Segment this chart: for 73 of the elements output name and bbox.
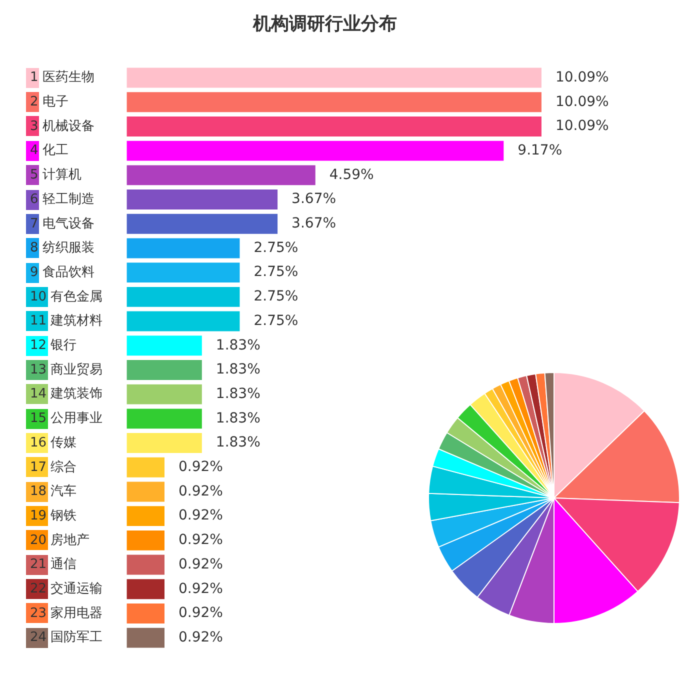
data-label: 0.92% <box>178 605 223 622</box>
bar <box>126 140 504 161</box>
bar <box>126 482 164 502</box>
data-label: 2.75% <box>254 312 298 329</box>
data-label: 1.83% <box>216 386 260 402</box>
bar <box>126 554 164 575</box>
data-label: 0.92% <box>178 556 223 572</box>
data-label: 9.17% <box>518 142 562 158</box>
y-tick-label: 19 钢铁 <box>30 508 77 524</box>
y-tick-label: 15 公用事业 <box>30 411 103 426</box>
y-tick-label: 3 机械设备 <box>30 118 94 134</box>
data-label: 2.75% <box>254 264 298 280</box>
bar <box>126 165 316 186</box>
data-label: 2.75% <box>254 240 298 256</box>
data-label: 3.67% <box>292 216 336 232</box>
bar <box>126 384 202 404</box>
y-tick-label: 2 电子 <box>30 94 68 110</box>
y-tick-label: 16 传媒 <box>30 435 77 450</box>
bar <box>126 433 202 454</box>
data-label: 0.92% <box>178 532 223 548</box>
bar <box>126 262 240 283</box>
y-tick-label: 20 房地产 <box>30 532 90 548</box>
y-tick-label: 13 商业贸易 <box>30 362 103 378</box>
y-tick-label: 17 综合 <box>30 460 77 475</box>
bar <box>126 286 240 307</box>
data-label: 3.67% <box>292 191 336 208</box>
bar <box>126 530 164 550</box>
bar <box>126 311 240 332</box>
bar <box>126 68 542 88</box>
data-label: 0.92% <box>178 459 223 476</box>
data-label: 1.83% <box>216 434 260 451</box>
y-tick-label: 24 国防军工 <box>30 630 103 646</box>
y-tick-label: 5 计算机 <box>30 168 82 183</box>
y-tick-label: 18 汽车 <box>30 484 77 500</box>
bar <box>126 603 164 624</box>
y-tick-label: 4 化工 <box>30 143 68 158</box>
chart-title: 机构调研行业分布 <box>252 13 397 34</box>
y-tick-label: 7 电气设备 <box>30 216 94 232</box>
y-tick-label: 12 银行 <box>30 338 77 353</box>
data-label: 0.92% <box>178 580 223 597</box>
bar <box>126 190 278 210</box>
data-label: 2.75% <box>254 288 298 305</box>
data-label: 0.92% <box>178 508 223 524</box>
y-tick-label: 21 通信 <box>30 557 77 572</box>
data-label: 1.83% <box>216 337 260 354</box>
data-label: 1.83% <box>216 410 260 426</box>
data-label: 4.59% <box>329 166 374 183</box>
bar <box>126 360 202 380</box>
data-label: 0.92% <box>178 483 223 500</box>
y-tick-label: 6 轻工制造 <box>30 192 94 207</box>
y-tick-label: 22 交通运输 <box>30 580 103 596</box>
y-tick-label: 9 食品饮料 <box>30 264 94 280</box>
bar <box>126 506 164 526</box>
y-tick-label: 11 建筑材料 <box>30 314 103 329</box>
bar <box>126 579 164 600</box>
data-label: 10.09% <box>555 94 609 110</box>
bar <box>126 214 278 234</box>
bar <box>126 408 202 429</box>
y-tick-label: 8 纺织服装 <box>30 240 94 256</box>
bar <box>126 116 542 136</box>
data-label: 10.09% <box>555 118 609 134</box>
bar <box>126 92 542 112</box>
y-tick-label: 14 建筑装饰 <box>30 386 103 402</box>
bar <box>126 238 240 258</box>
bar <box>126 457 164 478</box>
bar <box>126 628 164 648</box>
data-label: 10.09% <box>555 69 609 86</box>
y-tick-label: 10 有色金属 <box>30 289 103 304</box>
y-tick-label: 23 家用电器 <box>30 604 103 621</box>
bar <box>126 336 202 356</box>
y-tick-label: 1 医药生物 <box>30 70 94 86</box>
data-label: 0.92% <box>178 629 223 646</box>
data-label: 1.83% <box>216 362 260 378</box>
